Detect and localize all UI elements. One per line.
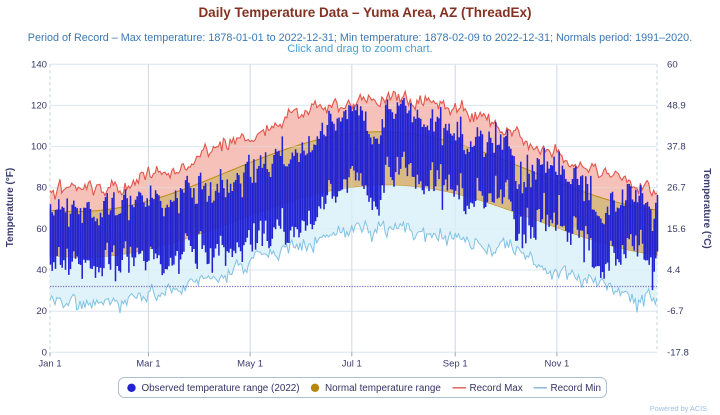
svg-text:60: 60: [667, 59, 678, 70]
svg-text:20: 20: [36, 306, 47, 317]
svg-text:Click and drag to zoom chart.: Click and drag to zoom chart.: [287, 43, 433, 55]
svg-text:Period of Record – Max tempera: Period of Record – Max temperature: 1878…: [28, 32, 692, 44]
svg-text:Temperature (°C): Temperature (°C): [701, 168, 712, 249]
svg-text:4.4: 4.4: [667, 265, 681, 276]
svg-text:Temperature (°F): Temperature (°F): [5, 168, 16, 247]
svg-text:Nov 1: Nov 1: [544, 359, 569, 370]
svg-text:-17.8: -17.8: [667, 347, 689, 358]
svg-text:26.7: 26.7: [667, 183, 686, 194]
svg-text:40: 40: [36, 265, 47, 276]
svg-text:-6.7: -6.7: [667, 306, 684, 317]
svg-text:Observed temperature range (20: Observed temperature range (2022): [142, 383, 300, 394]
svg-text:Record Min: Record Min: [551, 383, 602, 394]
svg-text:100: 100: [31, 142, 47, 153]
svg-text:48.9: 48.9: [667, 100, 686, 111]
svg-text:Powered by ACIS: Powered by ACIS: [650, 404, 707, 413]
svg-text:37.8: 37.8: [667, 142, 686, 153]
svg-text:May 1: May 1: [237, 359, 263, 370]
svg-text:Normal temperature range: Normal temperature range: [325, 383, 441, 394]
svg-text:120: 120: [31, 100, 47, 111]
svg-text:Jul 1: Jul 1: [342, 359, 362, 370]
svg-text:Sep 1: Sep 1: [443, 359, 468, 370]
svg-text:15.6: 15.6: [667, 224, 686, 235]
svg-text:Jan 1: Jan 1: [38, 359, 61, 370]
svg-text:Record Max: Record Max: [470, 383, 523, 394]
svg-text:60: 60: [36, 224, 47, 235]
svg-text:140: 140: [31, 59, 47, 70]
svg-text:Mar 1: Mar 1: [136, 359, 160, 370]
svg-text:0: 0: [42, 347, 47, 358]
svg-text:Daily Temperature Data – Yuma: Daily Temperature Data – Yuma Area, AZ (…: [198, 5, 531, 20]
svg-text:80: 80: [36, 183, 47, 194]
